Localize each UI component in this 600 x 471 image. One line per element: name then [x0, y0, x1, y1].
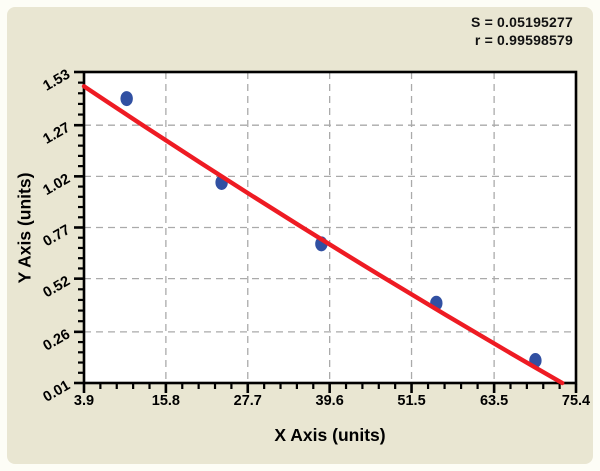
svg-text:0.52: 0.52 [41, 273, 73, 301]
svg-text:39.6: 39.6 [316, 393, 344, 409]
stats-s-value: S = 0.05195277 [470, 14, 573, 30]
svg-text:0.77: 0.77 [41, 222, 73, 250]
stats-r-value: r = 0.99598579 [474, 32, 573, 48]
x-axis-title: X Axis (units) [274, 425, 386, 445]
svg-text:1.27: 1.27 [41, 120, 73, 148]
svg-text:1.53: 1.53 [41, 67, 73, 95]
svg-text:27.7: 27.7 [234, 393, 262, 409]
svg-text:0.01: 0.01 [41, 378, 73, 406]
stats-block: S = 0.05195277 r = 0.99598579 [471, 13, 573, 49]
svg-text:75.4: 75.4 [562, 393, 590, 409]
svg-text:51.5: 51.5 [397, 393, 425, 409]
svg-text:3.9: 3.9 [74, 393, 94, 409]
svg-text:15.8: 15.8 [152, 393, 180, 409]
y-axis-title: Y Axis (units) [14, 172, 35, 284]
svg-text:63.5: 63.5 [480, 393, 508, 409]
svg-text:1.02: 1.02 [41, 171, 73, 199]
svg-text:0.26: 0.26 [41, 326, 73, 354]
